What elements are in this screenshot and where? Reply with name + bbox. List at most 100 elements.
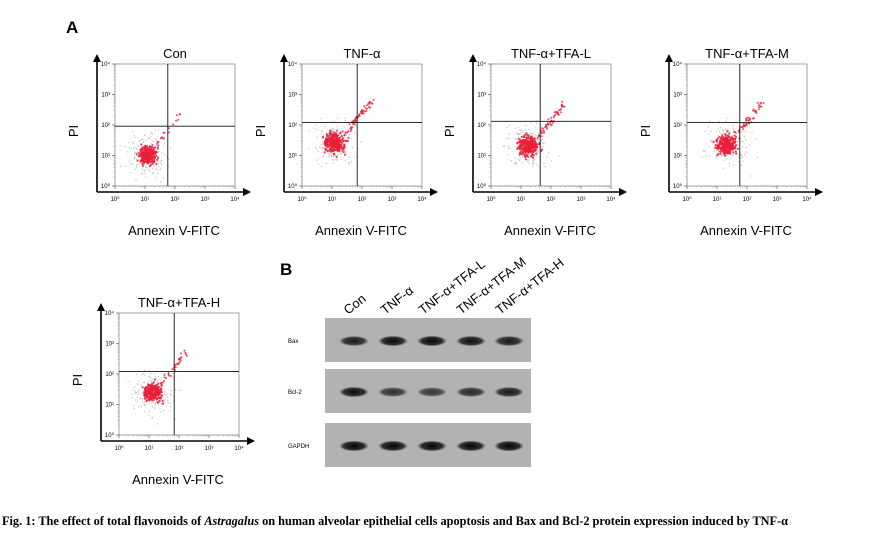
y-tick-label: 10⁴ (105, 310, 115, 317)
event-dot (125, 165, 127, 167)
y-tick-label: 10⁰ (101, 183, 111, 190)
event-dot (317, 163, 319, 165)
y-tick-label: 10² (673, 123, 682, 129)
caption-italic: Astragalus (204, 514, 259, 528)
event-dot (535, 152, 538, 155)
event-dot (365, 104, 368, 107)
event-dot (154, 151, 157, 154)
y-tick-label: 10³ (288, 93, 297, 99)
x-axis-arrow (430, 188, 438, 196)
event-dot (708, 133, 710, 135)
event-dot (154, 146, 157, 149)
event-dot (722, 132, 724, 134)
event-dot (706, 155, 708, 157)
event-dot (324, 144, 327, 147)
event-dot (526, 150, 530, 153)
event-dot (180, 389, 182, 391)
event-dot (147, 414, 150, 416)
event-dot (326, 149, 329, 152)
event-dot (320, 146, 322, 148)
event-dot (149, 156, 152, 159)
x-tick-label: 10⁰ (110, 196, 120, 203)
event-dot (148, 376, 151, 378)
event-dot (150, 143, 152, 145)
blot-row-label: Bcl-2 (288, 390, 302, 396)
event-dot (334, 132, 337, 135)
event-dot (342, 140, 345, 143)
y-tick-label: 10⁰ (673, 183, 683, 190)
event-dot (508, 145, 510, 147)
event-dot (170, 406, 172, 408)
event-dot (320, 133, 322, 135)
event-dot (167, 372, 170, 375)
event-dot (540, 135, 543, 138)
event-dot (520, 146, 523, 149)
event-dot (137, 145, 139, 147)
event-dot (162, 396, 164, 398)
event-dot (179, 352, 182, 355)
x-tick-label: 10³ (201, 197, 210, 203)
event-dot (754, 109, 757, 112)
event-dot (143, 171, 145, 174)
event-dot (142, 138, 144, 140)
event-dot (140, 143, 143, 146)
y-tick-label: 10¹ (477, 154, 486, 160)
event-dot (542, 145, 544, 148)
event-dot (536, 139, 538, 141)
event-dot (343, 132, 345, 134)
event-dot (144, 392, 147, 395)
event-dot (515, 162, 517, 165)
event-dot (137, 406, 140, 408)
event-dot (520, 138, 522, 140)
y-tick-label: 10⁰ (288, 183, 298, 190)
event-dot (757, 104, 760, 107)
event-dot (322, 131, 324, 133)
event-dot (536, 163, 538, 165)
event-dot (519, 158, 521, 160)
event-dot (135, 373, 137, 376)
event-dot (732, 164, 735, 166)
event-dot (519, 150, 523, 153)
event-dot (742, 141, 744, 143)
event-dot (514, 138, 516, 140)
event-dot (532, 154, 535, 157)
y-tick-label: 10¹ (288, 154, 297, 160)
event-dot (156, 158, 159, 161)
event-dot (139, 398, 141, 400)
event-dot (316, 136, 319, 138)
event-dot (762, 102, 765, 104)
event-dot (324, 148, 328, 151)
event-dot (348, 156, 350, 158)
event-dot (540, 148, 544, 151)
event-dot (337, 143, 340, 146)
event-dot (734, 131, 737, 134)
x-axis-label: Annexin V-FITC (504, 223, 596, 238)
event-dot (144, 394, 147, 397)
event-dot (708, 155, 711, 158)
x-tick-label: 10² (175, 446, 184, 452)
event-dot (345, 152, 347, 154)
event-dot (523, 139, 526, 142)
event-dot (521, 142, 524, 145)
event-dot (543, 162, 545, 164)
event-dot (139, 389, 141, 391)
event-dot (331, 148, 334, 151)
event-dot (717, 134, 719, 137)
event-dot (157, 380, 159, 382)
event-dot (544, 166, 546, 168)
event-dot (720, 132, 722, 135)
event-dot (167, 396, 169, 398)
event-dot (335, 147, 338, 150)
event-dot (543, 131, 545, 134)
event-dot (330, 154, 332, 156)
event-dot (161, 163, 163, 165)
blot-band (339, 386, 369, 398)
event-dot (133, 148, 135, 150)
event-dot (326, 163, 328, 165)
event-dot (526, 133, 529, 137)
event-dot (163, 393, 165, 395)
x-tick-label: 10¹ (328, 197, 337, 203)
event-dot (332, 131, 335, 134)
event-dot (346, 131, 349, 134)
event-dot (153, 153, 156, 156)
